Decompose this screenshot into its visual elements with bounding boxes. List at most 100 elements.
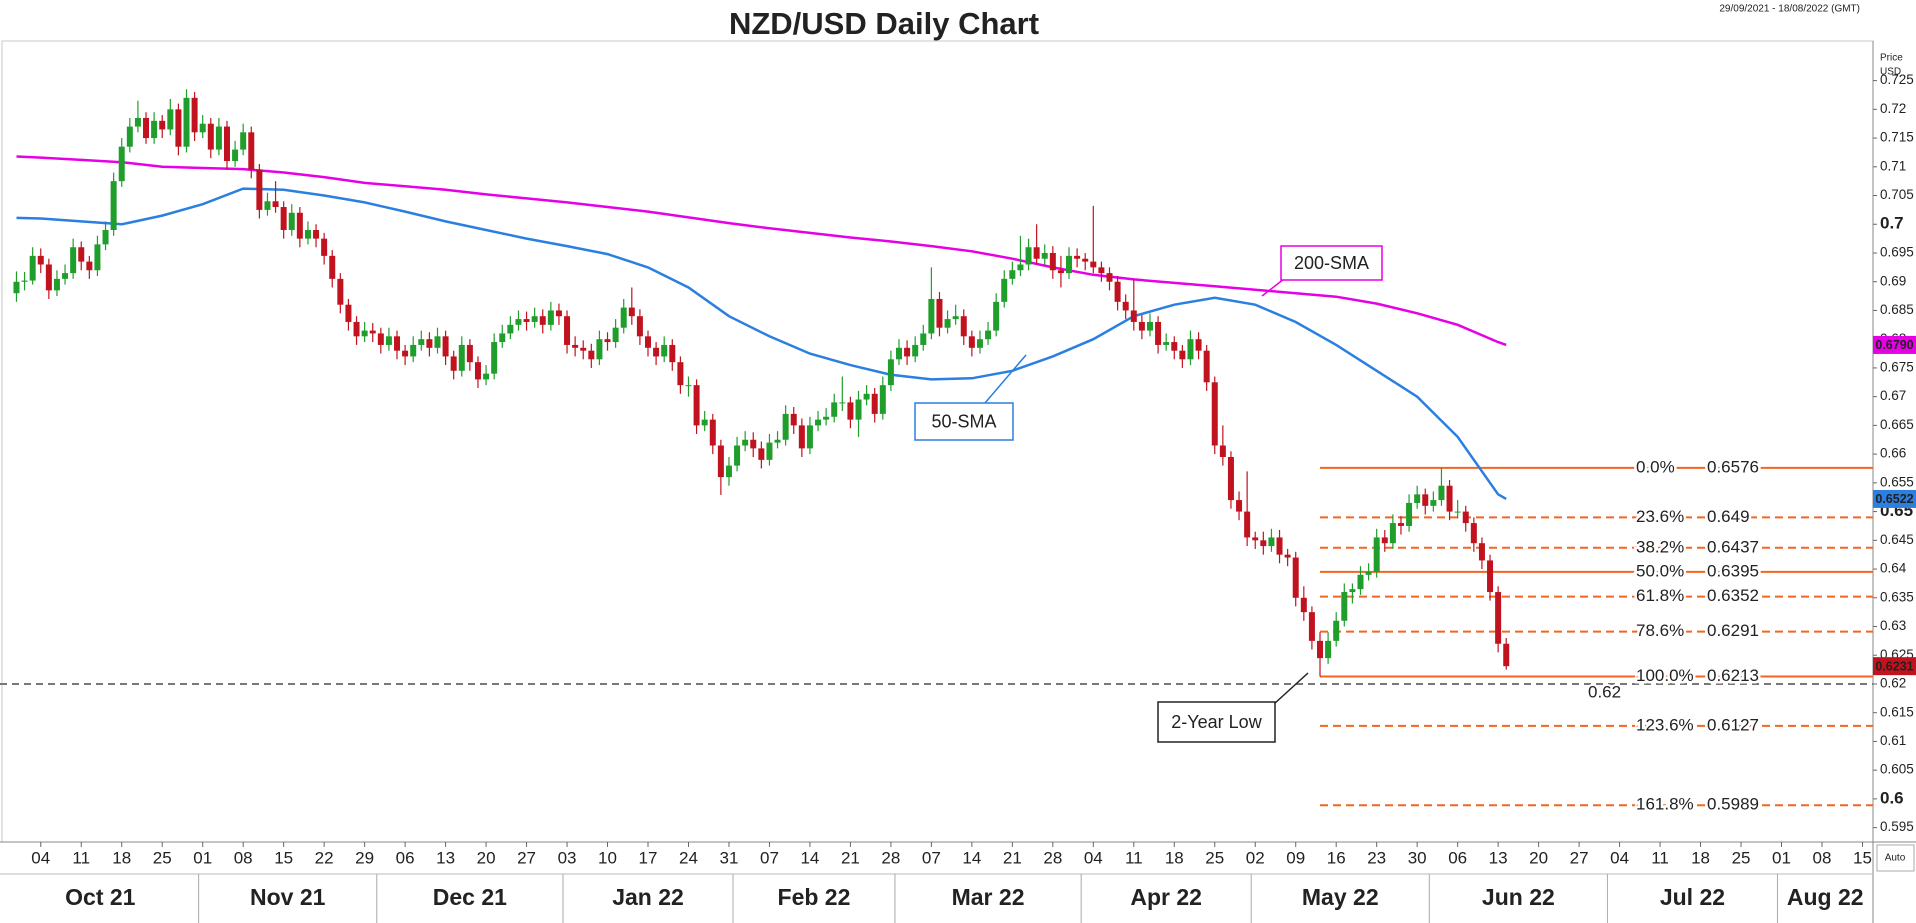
candle-body bbox=[458, 344, 465, 371]
candle-body bbox=[1406, 502, 1413, 526]
candle-body bbox=[329, 255, 336, 279]
month-label: Oct 21 bbox=[65, 884, 136, 910]
sma200-pointer bbox=[1261, 278, 1285, 297]
y-tick-label: 0.6 bbox=[1880, 788, 1904, 807]
candle-body bbox=[1041, 252, 1048, 259]
x-tick-label: 20 bbox=[477, 848, 496, 867]
candle-body bbox=[134, 117, 141, 127]
candle-body bbox=[1333, 620, 1340, 641]
x-tick-label: 16 bbox=[1327, 848, 1346, 867]
candle-body bbox=[1098, 267, 1105, 274]
candle-body bbox=[474, 362, 481, 380]
x-tick-label: 07 bbox=[922, 848, 941, 867]
candle-body bbox=[110, 181, 117, 231]
candle-body bbox=[37, 255, 44, 265]
month-label: Apr 22 bbox=[1130, 884, 1202, 910]
month-label: May 22 bbox=[1302, 884, 1379, 910]
x-tick-label: 18 bbox=[1691, 848, 1710, 867]
candle-body bbox=[677, 362, 684, 386]
sma50-pointer bbox=[984, 354, 1027, 404]
candle-body bbox=[1146, 321, 1153, 331]
candle-body bbox=[790, 413, 797, 426]
candle-body bbox=[685, 385, 692, 387]
x-tick-label: 13 bbox=[1489, 848, 1508, 867]
candle-body bbox=[167, 109, 174, 130]
candle-body bbox=[693, 385, 700, 426]
fib-level: 161.8% bbox=[1636, 795, 1694, 814]
fib-price: 0.6127 bbox=[1707, 715, 1759, 734]
candle-body bbox=[806, 425, 813, 449]
y-tick-label: 0.62 bbox=[1880, 676, 1906, 691]
candle-body bbox=[523, 319, 530, 322]
x-tick-label: 03 bbox=[558, 848, 577, 867]
fib-price: 0.6291 bbox=[1707, 621, 1759, 640]
candle-body bbox=[321, 238, 328, 256]
candle-body bbox=[1252, 537, 1259, 541]
candle-body bbox=[815, 419, 822, 426]
candle-body bbox=[70, 247, 77, 274]
candle-body bbox=[1017, 264, 1024, 271]
candle-body bbox=[936, 298, 943, 328]
x-tick-label: 04 bbox=[1084, 848, 1103, 867]
candle-body bbox=[53, 278, 60, 291]
candle-body bbox=[701, 419, 708, 426]
candle-body bbox=[636, 316, 643, 337]
candle-body bbox=[1341, 592, 1348, 621]
candle-body bbox=[29, 255, 36, 281]
fib-price: 0.649 bbox=[1707, 507, 1750, 526]
candle-body bbox=[199, 123, 206, 133]
candle-body bbox=[118, 146, 125, 182]
x-tick-label: 25 bbox=[153, 848, 172, 867]
candle-body bbox=[952, 316, 959, 320]
candle-body bbox=[928, 298, 935, 334]
x-tick-label: 30 bbox=[1408, 848, 1427, 867]
x-tick-label: 04 bbox=[1610, 848, 1629, 867]
candle-body bbox=[572, 344, 579, 348]
candle-body bbox=[887, 359, 894, 386]
y-tick-label: 0.635 bbox=[1880, 589, 1914, 604]
x-tick-label: 15 bbox=[274, 848, 293, 867]
candle-body bbox=[1422, 494, 1429, 506]
y-tick-label: 0.685 bbox=[1880, 302, 1914, 317]
candle-body bbox=[1155, 321, 1162, 345]
fib-price: 0.6576 bbox=[1707, 457, 1759, 476]
candle-body bbox=[1308, 612, 1315, 641]
x-tick-label: 14 bbox=[962, 848, 981, 867]
candle-body bbox=[871, 393, 878, 414]
candle-body bbox=[904, 347, 911, 357]
sma200-label: 200-SMA bbox=[1294, 253, 1369, 273]
fib-price: 0.5989 bbox=[1707, 795, 1759, 814]
candle-body bbox=[377, 333, 384, 345]
candle-body bbox=[1478, 543, 1485, 561]
candle-body bbox=[653, 347, 660, 357]
sma50-label: 50-SMA bbox=[931, 411, 996, 431]
candle-body bbox=[1049, 252, 1056, 271]
y-tick-label: 0.63 bbox=[1880, 618, 1906, 633]
y-tick-label: 0.675 bbox=[1880, 359, 1914, 374]
candle-body bbox=[264, 201, 271, 210]
candle-body bbox=[620, 307, 627, 328]
candle-body bbox=[515, 319, 522, 325]
candle-body bbox=[353, 321, 360, 337]
price-tag-label: 0.6790 bbox=[1875, 338, 1913, 352]
two-year-low-label: 2-Year Low bbox=[1171, 712, 1262, 732]
candle-body bbox=[491, 342, 498, 374]
y-tick-label: 0.655 bbox=[1880, 474, 1914, 489]
candle-body bbox=[985, 330, 992, 340]
candle-body bbox=[1397, 523, 1404, 526]
candle-body bbox=[742, 439, 749, 446]
candle-body bbox=[280, 207, 287, 231]
candle-body bbox=[450, 356, 457, 371]
candle-body bbox=[1276, 537, 1283, 555]
y-tick-label: 0.71 bbox=[1880, 158, 1906, 173]
scale-mode: Auto bbox=[1885, 853, 1906, 864]
candle-body bbox=[288, 212, 295, 231]
fib-level: 50.0% bbox=[1636, 561, 1684, 580]
candle-body bbox=[159, 120, 166, 130]
y-tick-label: 0.695 bbox=[1880, 245, 1914, 260]
candle-body bbox=[968, 336, 975, 348]
candle-body bbox=[855, 399, 862, 420]
candle-body bbox=[555, 310, 562, 317]
candle-body bbox=[1171, 342, 1178, 351]
candle-body bbox=[750, 439, 757, 449]
